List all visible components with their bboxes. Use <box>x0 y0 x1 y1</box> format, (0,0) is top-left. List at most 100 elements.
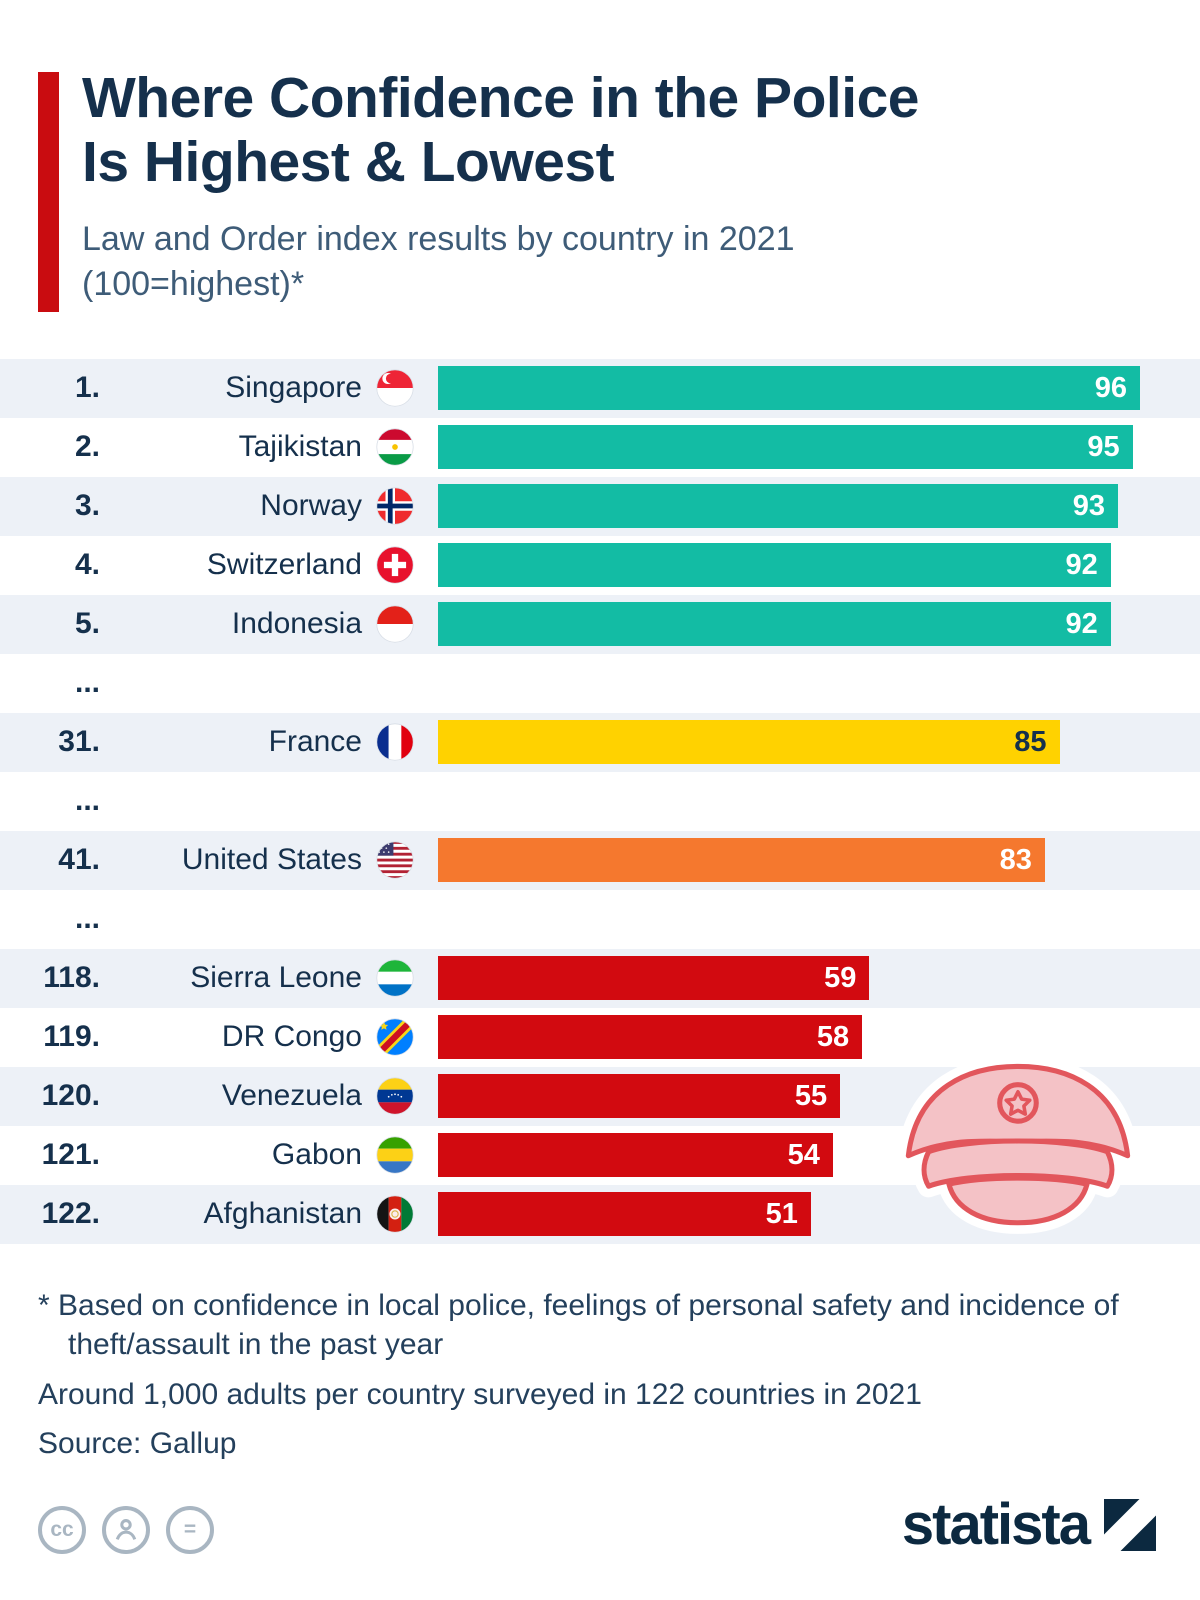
flag-afghanistan-icon <box>376 1195 414 1233</box>
ellipsis-label: ... <box>74 902 100 936</box>
chart-row: 122. Afghanistan 51 <box>0 1184 1200 1244</box>
bar-value: 83 <box>999 843 1032 876</box>
value-bar: 92 <box>438 543 1111 588</box>
flag-sierra-leone-icon <box>376 959 414 997</box>
no-derivatives-icon[interactable]: = <box>166 1506 214 1554</box>
flag-france-icon <box>376 723 414 761</box>
bottom-bar: cc = statista <box>0 1496 1200 1600</box>
ellipsis-row: ... <box>0 890 1200 949</box>
source-label: Source: Gallup <box>38 1427 237 1461</box>
bar-value: 96 <box>1094 371 1127 404</box>
rank-label: 119. <box>43 1020 100 1054</box>
bar-value: 93 <box>1072 489 1106 522</box>
chart-row: 41. United States 83 <box>0 830 1200 890</box>
value-bar: 92 <box>438 602 1111 647</box>
bar-value: 59 <box>824 961 857 994</box>
subtitle-line2: (100=highest)* <box>82 264 305 303</box>
survey-note: Around 1,000 adults per country surveyed… <box>38 1377 922 1411</box>
country-label: Venezuela <box>221 1079 362 1113</box>
ellipsis-row: ... <box>0 772 1200 831</box>
rank-label: 2. <box>74 430 100 464</box>
bar-track: 93 <box>438 484 1140 529</box>
country-label: Indonesia <box>231 607 362 641</box>
ellipsis-row: ... <box>0 654 1200 713</box>
title-line2: Is Highest & Lowest <box>82 130 615 195</box>
person-icon <box>115 1519 137 1540</box>
rank-label: 5. <box>74 607 100 641</box>
country-label: Tajikistan <box>238 430 362 464</box>
country-label: Sierra Leone <box>190 961 362 995</box>
chart-row: 31. France 85 <box>0 712 1200 772</box>
flag-norway-icon <box>376 487 414 525</box>
bar-track <box>438 897 1140 941</box>
chart-row: 118. Sierra Leone 59 <box>0 948 1200 1008</box>
value-bar: 96 <box>438 366 1140 411</box>
bar-value: 58 <box>816 1020 850 1053</box>
chart-subtitle: Law and Order index results by country i… <box>82 217 1082 307</box>
bar-chart: 1. Singapore 96 2. Tajikistan 95 3. Norw… <box>0 358 1200 1244</box>
flag-placeholder <box>376 900 414 938</box>
footnote-line2: theft/assault in the past year <box>68 1328 444 1362</box>
rank-label: 31. <box>58 725 100 759</box>
bar-track: 51 <box>438 1192 1140 1237</box>
rank-label: 118. <box>43 961 100 995</box>
country-label: Gabon <box>271 1138 362 1172</box>
value-bar: 59 <box>438 956 870 1001</box>
value-bar: 95 <box>438 425 1133 470</box>
country-label: United States <box>181 843 362 877</box>
chart-row: 1. Singapore 96 <box>0 358 1200 418</box>
value-bar: 51 <box>438 1192 811 1237</box>
bar-value: 55 <box>794 1079 828 1112</box>
flag-singapore-icon <box>376 369 414 407</box>
flag-tajikistan-icon <box>376 428 414 466</box>
bar-track: 54 <box>438 1133 1140 1178</box>
value-bar: 93 <box>438 484 1119 529</box>
country-label: Switzerland <box>206 548 362 582</box>
bar-track: 59 <box>438 956 1140 1001</box>
flag-gabon-icon <box>376 1136 414 1174</box>
page-title: Where Confidence in the Police Is Highest… <box>82 66 1150 195</box>
country-label: Afghanistan <box>203 1197 362 1231</box>
bar-track: 83 <box>438 838 1140 883</box>
bar-value: 51 <box>765 1197 798 1230</box>
title-line1: Where Confidence in the Police <box>82 66 919 130</box>
rank-label: 1. <box>74 371 100 405</box>
flag-switzerland-icon <box>376 546 414 584</box>
rank-label: 3. <box>74 489 100 523</box>
bar-track: 95 <box>438 425 1140 470</box>
chart-row: 4. Switzerland 92 <box>0 536 1200 595</box>
rank-label: 122. <box>41 1197 100 1231</box>
country-label: France <box>268 725 362 759</box>
bar-track: 96 <box>438 366 1140 411</box>
statista-wordmark: statista <box>901 1492 1091 1557</box>
chart-row: 119. DR Congo 58 <box>0 1008 1200 1067</box>
flag-indonesia-icon <box>376 605 414 643</box>
value-bar: 85 <box>438 720 1060 765</box>
country-label: Norway <box>260 489 362 523</box>
bar-value: 92 <box>1065 548 1098 581</box>
flag-venezuela-icon <box>376 1077 414 1115</box>
subtitle-line1: Law and Order index results by country i… <box>82 219 795 258</box>
country-label: Singapore <box>225 371 362 405</box>
value-bar: 58 <box>438 1015 863 1060</box>
chart-row: 121. Gabon 54 <box>0 1126 1200 1185</box>
bar-track: 55 <box>438 1074 1140 1119</box>
cc-license-badges[interactable]: cc = <box>38 1506 214 1554</box>
statista-logo[interactable]: statista <box>902 1496 1156 1554</box>
flag-united-states-icon <box>376 841 414 879</box>
ellipsis-label: ... <box>74 666 100 700</box>
rank-label: 41. <box>58 843 100 877</box>
creative-commons-icon[interactable]: cc <box>38 1506 86 1554</box>
attribution-person-icon[interactable] <box>102 1506 150 1554</box>
title-accent-bar <box>38 72 59 312</box>
rank-label: 120. <box>41 1079 100 1113</box>
country-label: DR Congo <box>221 1020 362 1054</box>
bar-track: 85 <box>438 720 1140 765</box>
bar-value: 92 <box>1065 607 1098 640</box>
chart-row: 120. Venezuela 55 <box>0 1066 1200 1126</box>
value-bar: 83 <box>438 838 1045 883</box>
value-bar: 54 <box>438 1133 833 1178</box>
statista-logo-mark-icon <box>1104 1499 1156 1551</box>
value-bar: 55 <box>438 1074 841 1119</box>
